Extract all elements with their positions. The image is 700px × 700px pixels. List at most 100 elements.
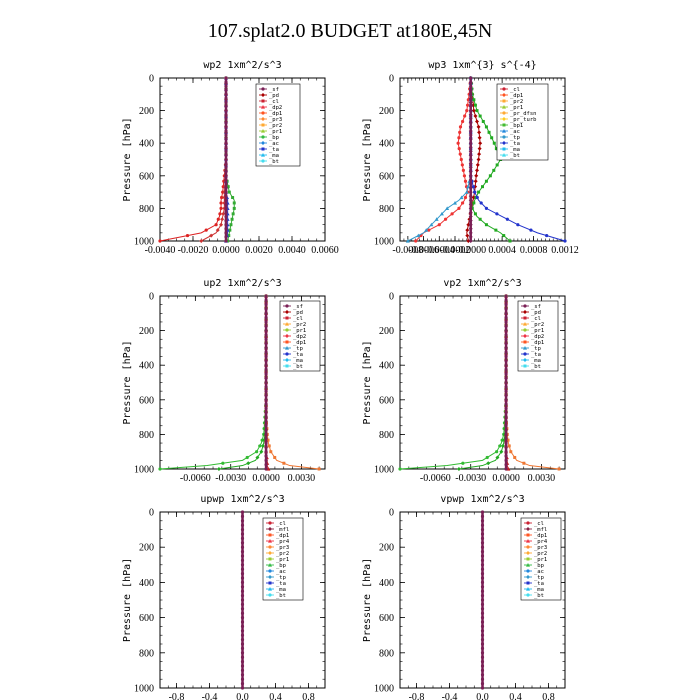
data-point [424, 228, 429, 232]
data-point [468, 108, 473, 113]
data-point [264, 445, 268, 449]
data-point [504, 419, 508, 424]
legend-label: _pr1 [510, 105, 523, 111]
data-point [264, 294, 268, 298]
legend-label: _tp [510, 135, 520, 141]
data-point [468, 194, 473, 199]
legend-label: _cl [534, 521, 544, 527]
data-point [456, 467, 461, 471]
panel-3: up2 1xm^2/s^3 Pressure [hPa] 0 200 400 600 800… [122, 278, 326, 484]
legend-label: _bt [510, 153, 520, 159]
data-point [504, 393, 508, 398]
y-tick-label: 400 [139, 139, 154, 150]
data-point [224, 206, 228, 210]
legend-marker [523, 328, 527, 332]
data-point [240, 668, 245, 673]
x-tick-label: 0.0000 [492, 473, 520, 484]
x-tick-label: 0.4 [509, 692, 522, 700]
data-point [224, 190, 228, 194]
data-point [464, 190, 469, 194]
y-tick-label: 400 [379, 139, 394, 150]
data-point [463, 195, 468, 200]
y-tick-label: 200 [379, 326, 394, 337]
legend-marker [261, 159, 265, 163]
legend-label: _ac [510, 129, 520, 135]
legend-marker [523, 352, 527, 356]
data-point [240, 629, 245, 633]
x-tick-label: 0.0000 [252, 473, 280, 484]
legend-marker [523, 322, 527, 326]
data-point [264, 298, 268, 302]
data-point [264, 402, 268, 406]
y-tick-label: 400 [139, 578, 154, 589]
data-point [224, 210, 228, 215]
y-tick-label: 1000 [134, 237, 154, 248]
data-point [224, 141, 228, 145]
series-line-_dp2 [201, 78, 227, 242]
x-tick-label: 0.4 [269, 692, 282, 700]
legend-label: _mfl [276, 527, 289, 533]
data-point [264, 350, 268, 354]
data-point [240, 607, 245, 611]
legend-marker [268, 587, 272, 591]
data-point [214, 223, 218, 227]
legend-label: _ta [534, 581, 544, 587]
data-point [224, 113, 228, 117]
data-point [240, 589, 245, 593]
legend-label: _bp [534, 563, 544, 569]
data-point [475, 168, 479, 173]
data-point [492, 141, 496, 145]
legend-label: _pr1 [531, 328, 544, 334]
y-tick-label: 0 [389, 292, 394, 303]
data-point [504, 346, 508, 350]
data-point [468, 210, 473, 215]
data-point [458, 130, 462, 134]
data-point [460, 163, 464, 167]
data-point [219, 201, 223, 205]
data-point [458, 125, 463, 129]
data-point [231, 196, 235, 200]
data-point [240, 594, 245, 598]
data-point [504, 385, 508, 389]
data-point [240, 611, 245, 615]
y-tick-label: 200 [379, 543, 394, 554]
data-point [224, 92, 228, 96]
data-point [224, 157, 228, 162]
legend-label: _dp2 [531, 334, 544, 340]
data-point [516, 223, 520, 227]
data-point [502, 234, 506, 238]
data-point [480, 607, 485, 611]
data-point [468, 153, 473, 158]
data-point [224, 129, 228, 133]
data-point [158, 239, 162, 243]
panel-title: vpwp 1xm^2/s^3 [440, 494, 524, 505]
legend-label: _pr2 [293, 322, 306, 328]
data-point [504, 428, 508, 432]
data-point [255, 450, 259, 454]
y-tick-label: 1000 [134, 465, 154, 476]
x-tick-label: -0.0060 [180, 473, 211, 484]
y-tick-label: 600 [139, 395, 154, 406]
data-point [240, 651, 245, 655]
legend-label: _ma [534, 587, 544, 593]
data-point [224, 76, 228, 80]
data-point [220, 217, 225, 222]
series-markers-_dp1 [398, 294, 508, 471]
data-point [480, 682, 485, 686]
legend-label: _bp [269, 135, 279, 141]
data-point [264, 376, 268, 380]
x-tick-label: 0.0012 [551, 245, 579, 256]
legend-label: _pd [269, 93, 279, 99]
data-point [264, 380, 268, 385]
legend-label: _tp [531, 346, 541, 352]
data-point [509, 450, 513, 454]
data-point [226, 185, 230, 189]
data-point [264, 458, 268, 462]
y-tick-label: 600 [379, 171, 394, 182]
legend: _cl_mfl_dp1_pr4_pr3_pr2_pr1_bp_ac_tp_ta_… [262, 517, 304, 601]
data-point [264, 363, 268, 367]
legend-marker [261, 141, 265, 145]
data-point [240, 682, 245, 686]
legend-marker [261, 153, 265, 157]
data-point [480, 660, 485, 664]
